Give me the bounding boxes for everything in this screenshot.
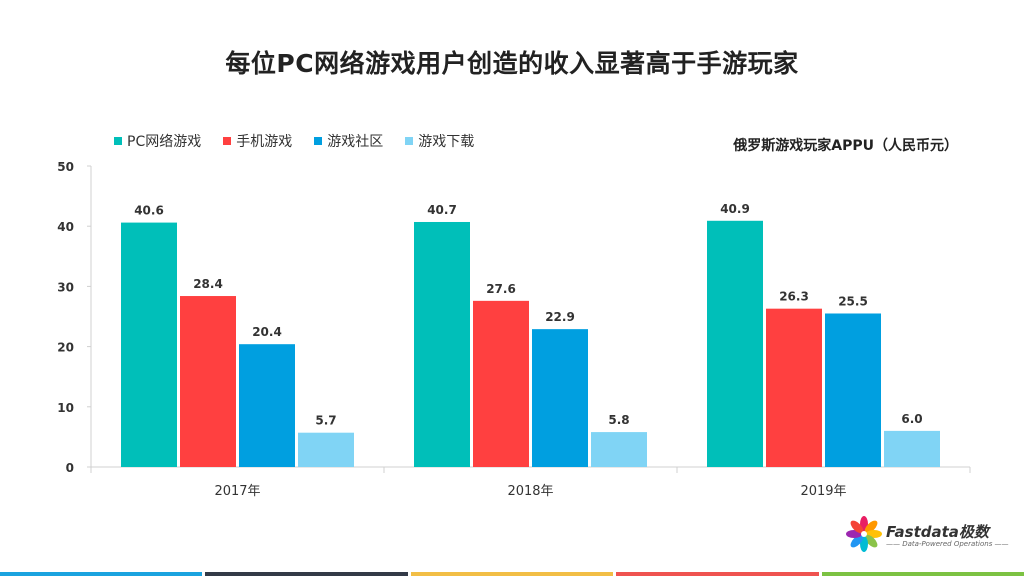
bar xyxy=(121,222,177,467)
bar-value-label: 27.6 xyxy=(486,282,516,296)
bar-value-label: 25.5 xyxy=(838,294,868,308)
bar xyxy=(591,432,647,467)
bar xyxy=(707,220,763,467)
footer-segment xyxy=(205,572,408,576)
bar xyxy=(825,313,881,467)
logo-tagline: —— Data-Powered Operations —— xyxy=(886,540,1009,548)
x-tick-label: 2019年 xyxy=(800,484,846,499)
legend-item-pc: PC网络游戏 xyxy=(114,131,201,151)
bar xyxy=(414,221,470,467)
logo-name: Fastdata极数 xyxy=(886,523,989,541)
y-tick-label: 20 xyxy=(57,341,74,355)
bar-value-label: 20.4 xyxy=(252,325,282,339)
x-tick-label: 2018年 xyxy=(507,484,553,499)
y-tick-label: 40 xyxy=(57,220,74,234)
footer-segment xyxy=(410,572,614,576)
footer-segment xyxy=(616,572,819,576)
footer-color-bar xyxy=(0,572,1024,576)
bar xyxy=(239,344,295,467)
chart-unit-label: 俄罗斯游戏玩家APPU（人民币元） xyxy=(733,138,958,154)
y-tick-label: 30 xyxy=(57,280,74,294)
legend-item-download: 游戏下载 xyxy=(405,131,474,151)
bar xyxy=(766,308,822,467)
x-tick-label: 2017年 xyxy=(214,484,260,499)
bar-value-label: 40.6 xyxy=(134,204,164,218)
footer-segment xyxy=(821,572,1024,576)
legend-label-community: 游戏社区 xyxy=(327,134,384,150)
bar-value-label: 40.7 xyxy=(427,203,457,217)
bar xyxy=(180,296,236,467)
legend-item-mobile: 手机游戏 xyxy=(223,131,292,151)
bar-value-label: 5.8 xyxy=(608,413,629,427)
page-title: 每位PC网络游戏用户创造的收入显著高于手游玩家 xyxy=(225,49,799,78)
bar-value-label: 5.7 xyxy=(315,414,336,428)
legend-swatch-mobile xyxy=(223,137,232,145)
bar-value-label: 40.9 xyxy=(720,202,750,216)
legend-label-pc: PC网络游戏 xyxy=(127,134,202,150)
bar-value-label: 26.3 xyxy=(779,290,809,304)
legend-item-community: 游戏社区 xyxy=(314,131,383,151)
bar xyxy=(473,300,529,467)
legend-swatch-pc xyxy=(114,137,122,145)
y-tick-label: 0 xyxy=(66,461,74,475)
bar-value-label: 28.4 xyxy=(193,277,223,291)
chart-legend: PC网络游戏 手机游戏 游戏社区 游戏下载 xyxy=(114,131,474,151)
legend-swatch-community xyxy=(314,137,323,145)
flower-logo-icon xyxy=(846,516,882,552)
bar xyxy=(532,329,588,467)
legend-label-download: 游戏下载 xyxy=(418,134,475,150)
y-tick-label: 10 xyxy=(57,401,74,415)
legend-label-mobile: 手机游戏 xyxy=(236,134,293,150)
footer-segment xyxy=(0,572,203,576)
y-tick-label: 50 xyxy=(57,160,74,174)
legend-swatch-download xyxy=(405,137,414,145)
bar-value-label: 22.9 xyxy=(545,310,575,324)
bar-value-label: 6.0 xyxy=(901,412,922,426)
fastdata-logo: Fastdata极数 —— Data-Powered Operations —— xyxy=(846,514,1009,554)
bar xyxy=(884,430,940,467)
bar xyxy=(298,432,354,467)
